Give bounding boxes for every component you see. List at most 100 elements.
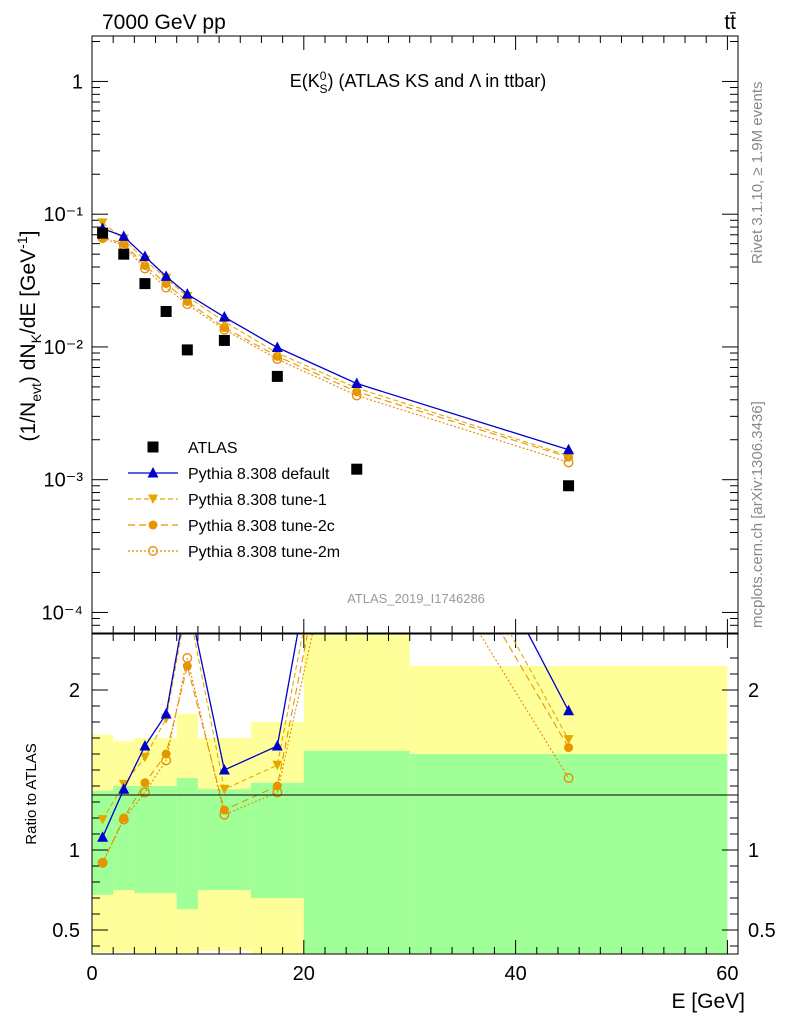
point-data [181, 344, 193, 356]
ratio-series-group [97, 300, 575, 868]
rivet-label: Rivet 3.1.10, ≥ 1.9M events [749, 82, 766, 265]
x-tick-label: 40 [504, 963, 526, 985]
legend-label: ATLAS [188, 440, 238, 457]
main-series-group [97, 218, 575, 492]
ratio-band-inner [134, 786, 156, 894]
ratio-band-inner [176, 778, 198, 910]
ratio-point-default [118, 783, 130, 794]
legend-marker-tune1 [148, 494, 158, 504]
point-default [563, 443, 575, 455]
legend-marker-tune2m [148, 546, 158, 556]
ratio-point-tune1 [97, 815, 108, 825]
point-data [351, 463, 363, 475]
ratio-point-tune1 [272, 760, 283, 771]
legend-item: Pythia 8.308 tune-2c [128, 518, 335, 535]
ratio-point-tune2c [140, 778, 150, 788]
point-tune2c [161, 279, 171, 289]
legend-item: Pythia 8.308 default [128, 466, 330, 483]
legend-label: Pythia 8.308 default [188, 466, 330, 483]
point-data [271, 370, 283, 382]
legend-item: Pythia 8.308 tune-1 [128, 492, 327, 509]
ratio-point-default [271, 740, 283, 751]
point-default [351, 377, 363, 389]
point-default [218, 311, 230, 322]
legend-marker-tune2c [148, 520, 158, 530]
ratio-point-tune2c [219, 805, 229, 815]
point-data [563, 480, 575, 492]
mcplots-label: mcplots.cern.ch [arXiv:1306.3436] [749, 401, 766, 628]
ratio-band-inner [92, 790, 114, 895]
ratio-point-tune1 [563, 735, 574, 745]
ratio-point-tune2c [182, 661, 192, 671]
point-data [118, 248, 130, 260]
ratio-point-default [563, 704, 575, 716]
y-axis-label-main: (1/Nevt) dNK/dE [GeV-1] [14, 231, 44, 442]
y-tick-label-main: 10⁻² [44, 337, 84, 359]
ratio-point-tune2c [564, 743, 574, 753]
point-data [218, 334, 230, 346]
ratio-point-tune2c [98, 858, 108, 868]
ratio-point-default [139, 740, 151, 751]
ratio-band-inner [303, 750, 410, 954]
legend-marker-default [147, 467, 159, 478]
ratio-band-inner [197, 789, 251, 890]
ratio-point-tune1 [139, 752, 150, 763]
point-default [271, 341, 283, 353]
x-tick-label: 0 [86, 963, 97, 985]
y-tick-label-ratio: 2 [69, 680, 80, 702]
energy-label: 7000 GeV pp [102, 11, 226, 34]
ratio-point-tune2m [352, 430, 361, 439]
legend-label: Pythia 8.308 tune-2m [188, 544, 340, 561]
ratio-band-inner [250, 782, 304, 898]
legend-label: Pythia 8.308 tune-2c [188, 518, 335, 535]
y-tick-label-main: 10⁻⁴ [42, 602, 83, 624]
point-data [160, 305, 172, 317]
ratio-band-inner [113, 786, 135, 890]
y-tick-label-ratio: 0.5 [52, 920, 80, 942]
point-tune2c [182, 296, 192, 306]
analysis-id: ATLAS_2019_I1746286 [347, 591, 485, 606]
x-tick-label: 60 [716, 963, 738, 985]
legend-item: Pythia 8.308 tune-2m [128, 544, 340, 561]
main-plot-frame [91, 35, 739, 634]
y-tick-label-main: 1 [72, 71, 83, 93]
point-default [118, 230, 130, 241]
point-data [139, 278, 151, 290]
x-tick-label: 20 [293, 963, 315, 985]
ratio-point-tune2c [119, 813, 129, 823]
series-line-tune2m [102, 237, 569, 463]
axis-ticks: 0 20 40 60 1 10⁻¹ 10⁻² 10⁻³ 10⁻⁴ 2 2 1 1 0.5 0.5 [42, 36, 776, 985]
ratio-point-tune1 [219, 784, 230, 795]
legend: ATLAS Pythia 8.308 default Pythia 8.308 tu… [128, 440, 340, 561]
y-tick-label-ratio-right: 2 [748, 680, 759, 702]
point-tune2c [140, 261, 150, 271]
legend-marker-data [147, 441, 159, 453]
y-tick-label-main: 10⁻¹ [44, 204, 84, 226]
y-axis-label-ratio: Ratio to ATLAS [23, 743, 40, 844]
ratio-point-tune2m [140, 787, 150, 798]
y-tick-label-ratio-right: 1 [748, 840, 759, 862]
ratio-point-default [182, 588, 193, 599]
ratio-point-default [160, 708, 172, 719]
ratio-band-inner [155, 786, 177, 894]
legend-item: ATLAS [147, 440, 238, 457]
ratio-band-inner [409, 754, 728, 954]
ratio-point-tune2m [563, 773, 574, 783]
ratio-point-tune1 [182, 598, 192, 608]
y-tick-label-ratio: 1 [69, 840, 80, 862]
series-line-tune1 [102, 222, 569, 457]
point-data [97, 227, 109, 239]
point-default [139, 250, 151, 262]
series-line-tune2c [102, 236, 569, 458]
x-axis-label: E [GeV] [671, 990, 745, 1013]
ratio-point-default [97, 831, 109, 842]
ratio-point-tune2c [272, 781, 282, 791]
ratio-point-tune1 [352, 350, 362, 360]
ratio-plot-frame [91, 633, 739, 955]
ratio-point-default [351, 300, 362, 311]
process-label: tt̄ [724, 11, 736, 34]
y-tick-label-ratio-right: 0.5 [748, 920, 776, 942]
point-tune2c [219, 323, 229, 333]
ratio-point-default [218, 764, 230, 775]
